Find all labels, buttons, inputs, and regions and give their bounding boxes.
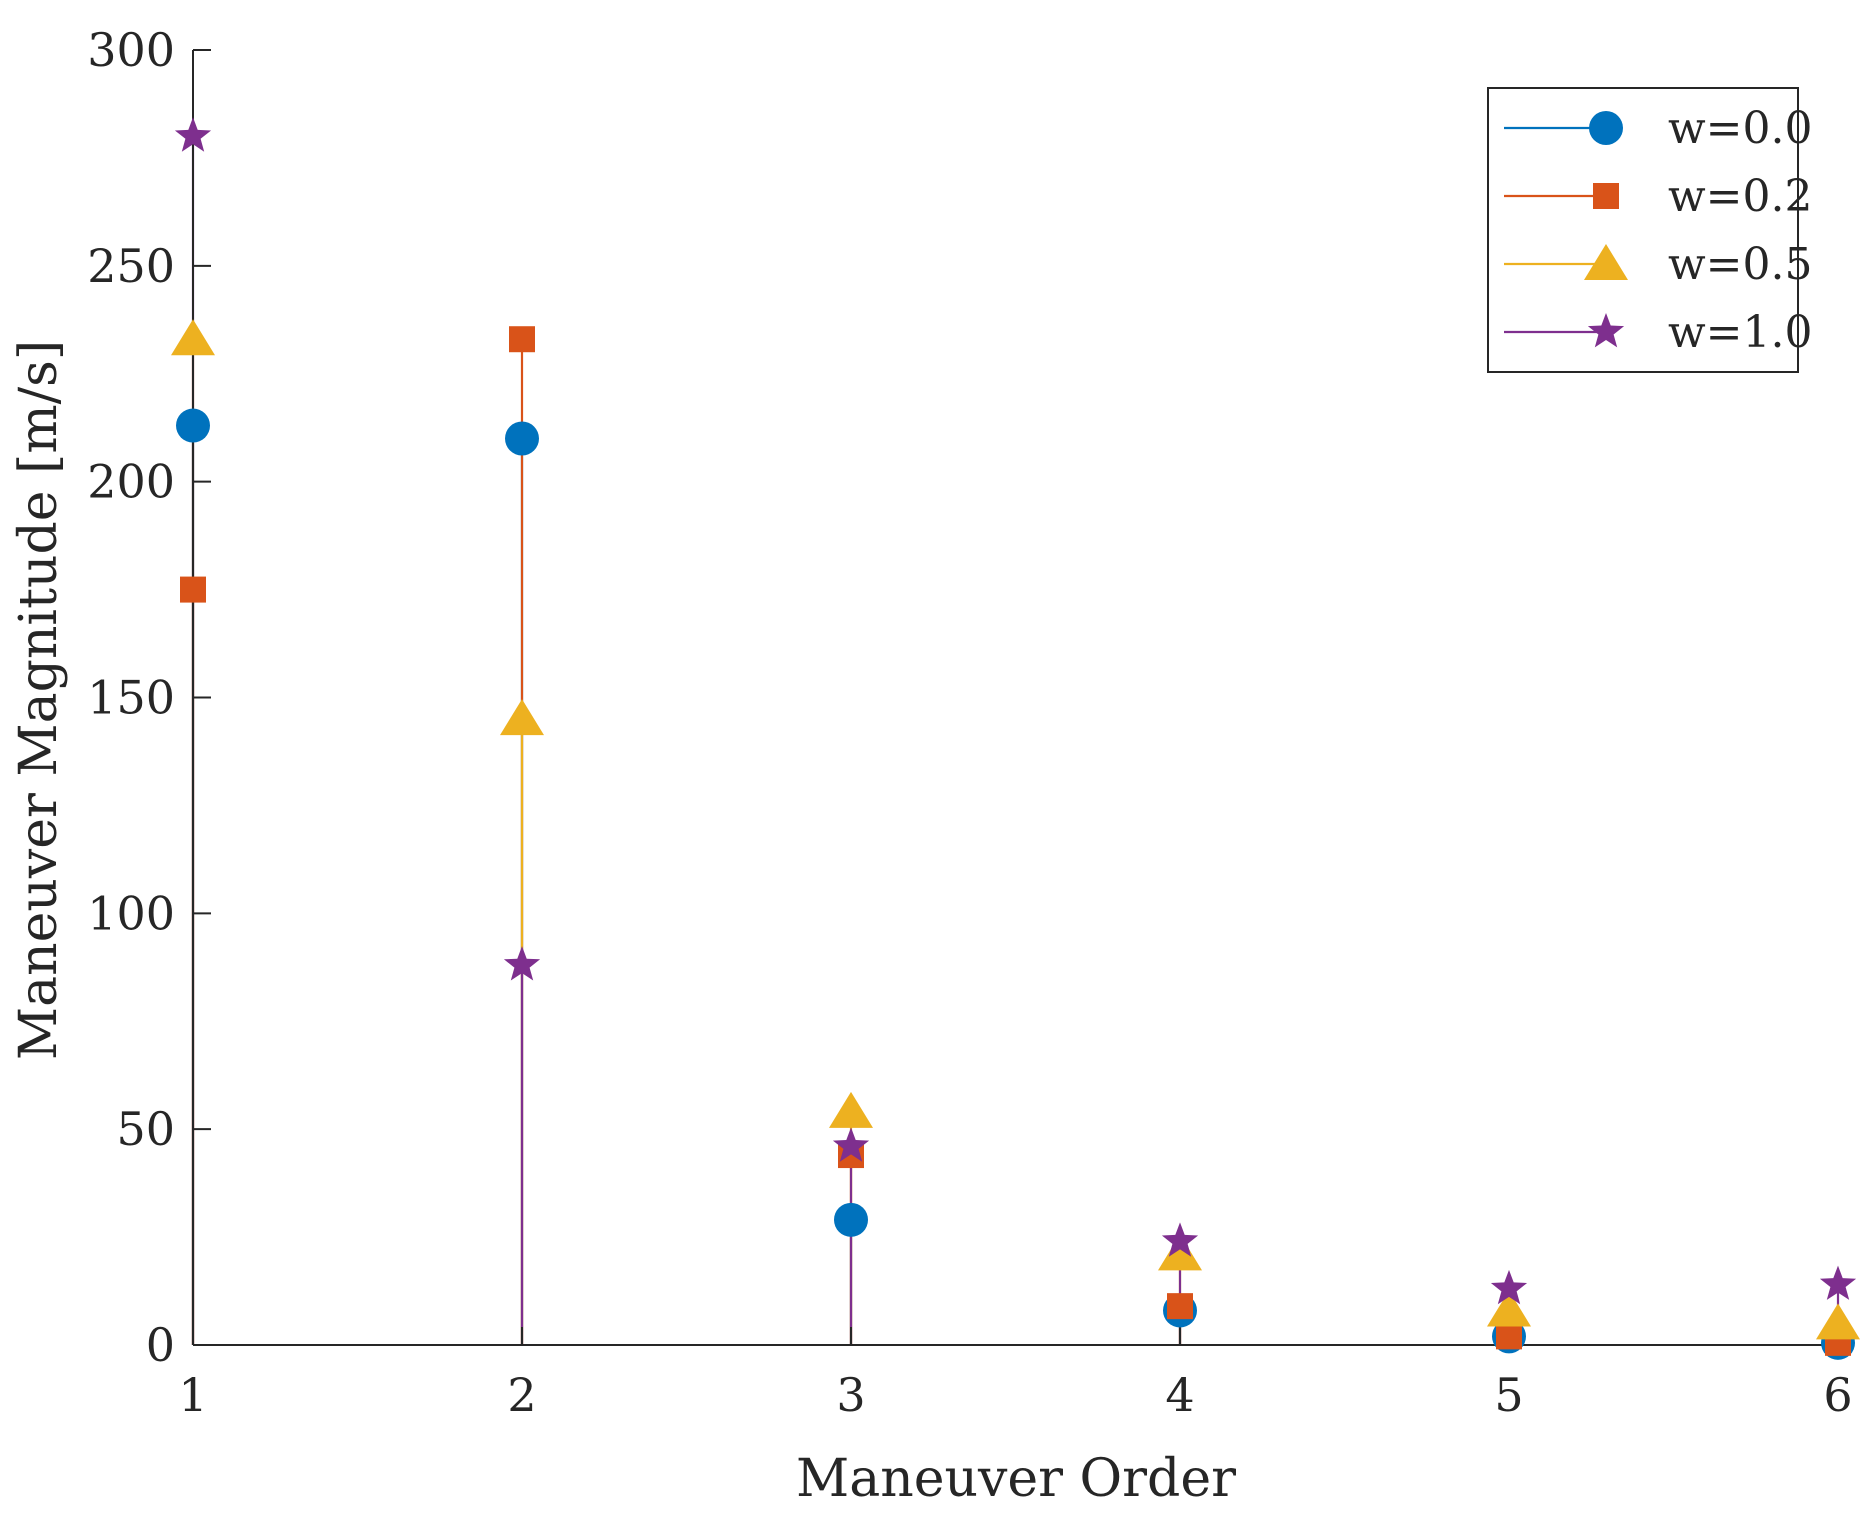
marker-w=0.5	[171, 319, 215, 356]
x-tick-label: 6	[1823, 1368, 1852, 1422]
marker-w=1.0	[1490, 1269, 1528, 1305]
marker-w=0.5	[1816, 1303, 1860, 1340]
marker-w=0.5	[1487, 1290, 1531, 1327]
marker-w=0.0	[505, 421, 539, 456]
x-tick-label: 2	[507, 1368, 536, 1422]
marker-w=0.5	[500, 699, 544, 736]
x-tick-label: 3	[836, 1368, 865, 1422]
legend-label: w=0.0	[1668, 103, 1813, 154]
y-tick-label: 150	[87, 671, 175, 725]
marker-w=0.5	[829, 1091, 873, 1128]
x-axis-title: Maneuver Order	[796, 1449, 1236, 1509]
marker-w=0.0	[176, 408, 210, 443]
legend-label: w=1.0	[1668, 307, 1813, 358]
legend-marker-w=0.2	[1593, 183, 1619, 209]
marker-w=0.2	[1496, 1323, 1522, 1350]
legend-marker-w=1.0	[1587, 313, 1625, 348]
marker-w=0.5	[1158, 1234, 1202, 1271]
y-tick-label: 200	[87, 455, 175, 509]
legend-label: w=0.2	[1668, 171, 1813, 222]
y-tick-label: 100	[87, 886, 175, 940]
tick-labels: 0 50 100 150 200 250 300 1 2 3 4 5 6	[87, 23, 1852, 1422]
y-tick-label: 0	[146, 1318, 175, 1372]
y-tick-label: 50	[116, 1102, 175, 1156]
marker-w=1.0	[832, 1127, 870, 1162]
legend: w=0.0 w=0.2 w=0.5 w=1.0	[1487, 87, 1813, 373]
marker-w=1.0	[503, 946, 541, 981]
x-tick-label: 5	[1494, 1368, 1523, 1422]
marker-w=0.2	[1167, 1293, 1193, 1320]
y-tick-label: 250	[87, 239, 175, 293]
marker-w=0.2	[509, 326, 535, 353]
x-tick-label: 4	[1165, 1368, 1194, 1422]
legend-marker-w=0.0	[1589, 111, 1623, 145]
legend-label: w=0.5	[1668, 239, 1813, 290]
legend-box	[1487, 87, 1799, 373]
marker-w=0.2	[180, 576, 206, 603]
marker-w=1.0	[174, 117, 212, 152]
marker-w=1.0	[1161, 1222, 1199, 1257]
x-tick-label: 1	[178, 1368, 207, 1422]
marker-w=0.0	[834, 1202, 868, 1237]
y-tick-label: 300	[87, 23, 175, 77]
legend-marker-w=0.5	[1584, 244, 1628, 280]
marker-w=1.0	[1819, 1265, 1857, 1300]
y-axis-title: Maneuver Magnitude [m/s]	[9, 340, 69, 1060]
data-markers	[171, 117, 1860, 1360]
